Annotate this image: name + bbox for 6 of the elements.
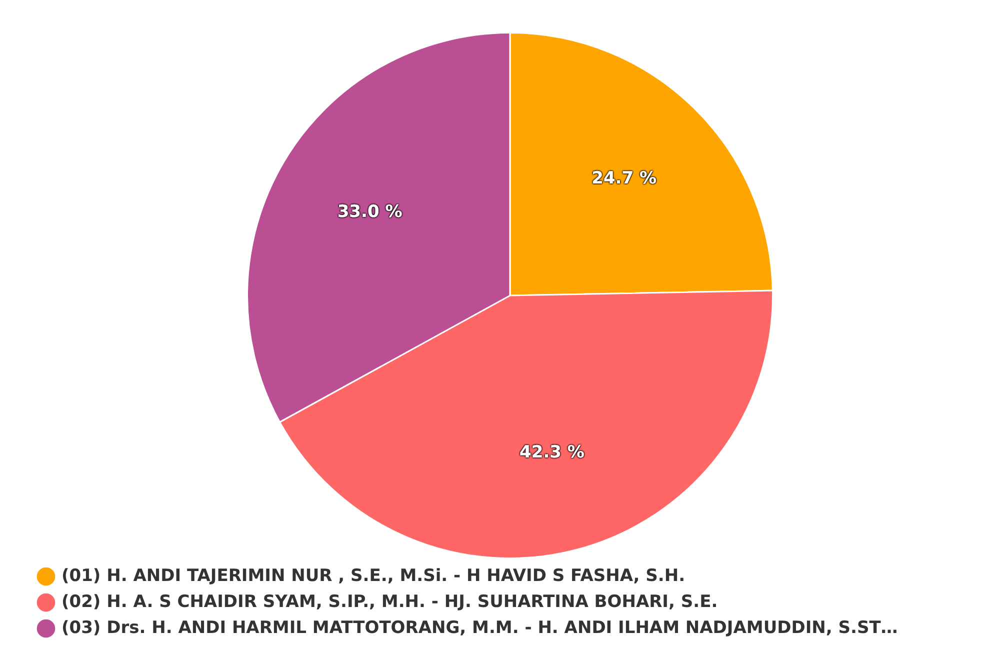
data-label: 24.7 % xyxy=(592,168,657,189)
legend-label: (02) H. A. S CHAIDIR SYAM, S.IP., M.H. - HJ. SUHARTINA BOHARI, S.E. xyxy=(62,592,718,612)
legend-label: (03) Drs. H. ANDI HARMIL MATTOTORANG, M.M. - H. ANDI ILHAM NADJAMUDDIN, S.ST… xyxy=(62,618,898,638)
data-label: 33.0 % xyxy=(337,202,402,222)
legend-label: (01) H. ANDI TAJERIMIN NUR , S.E., M.Si. - H HAVID S FASHA, S.H. xyxy=(62,566,686,586)
data-label: 42.3 % xyxy=(520,442,584,462)
